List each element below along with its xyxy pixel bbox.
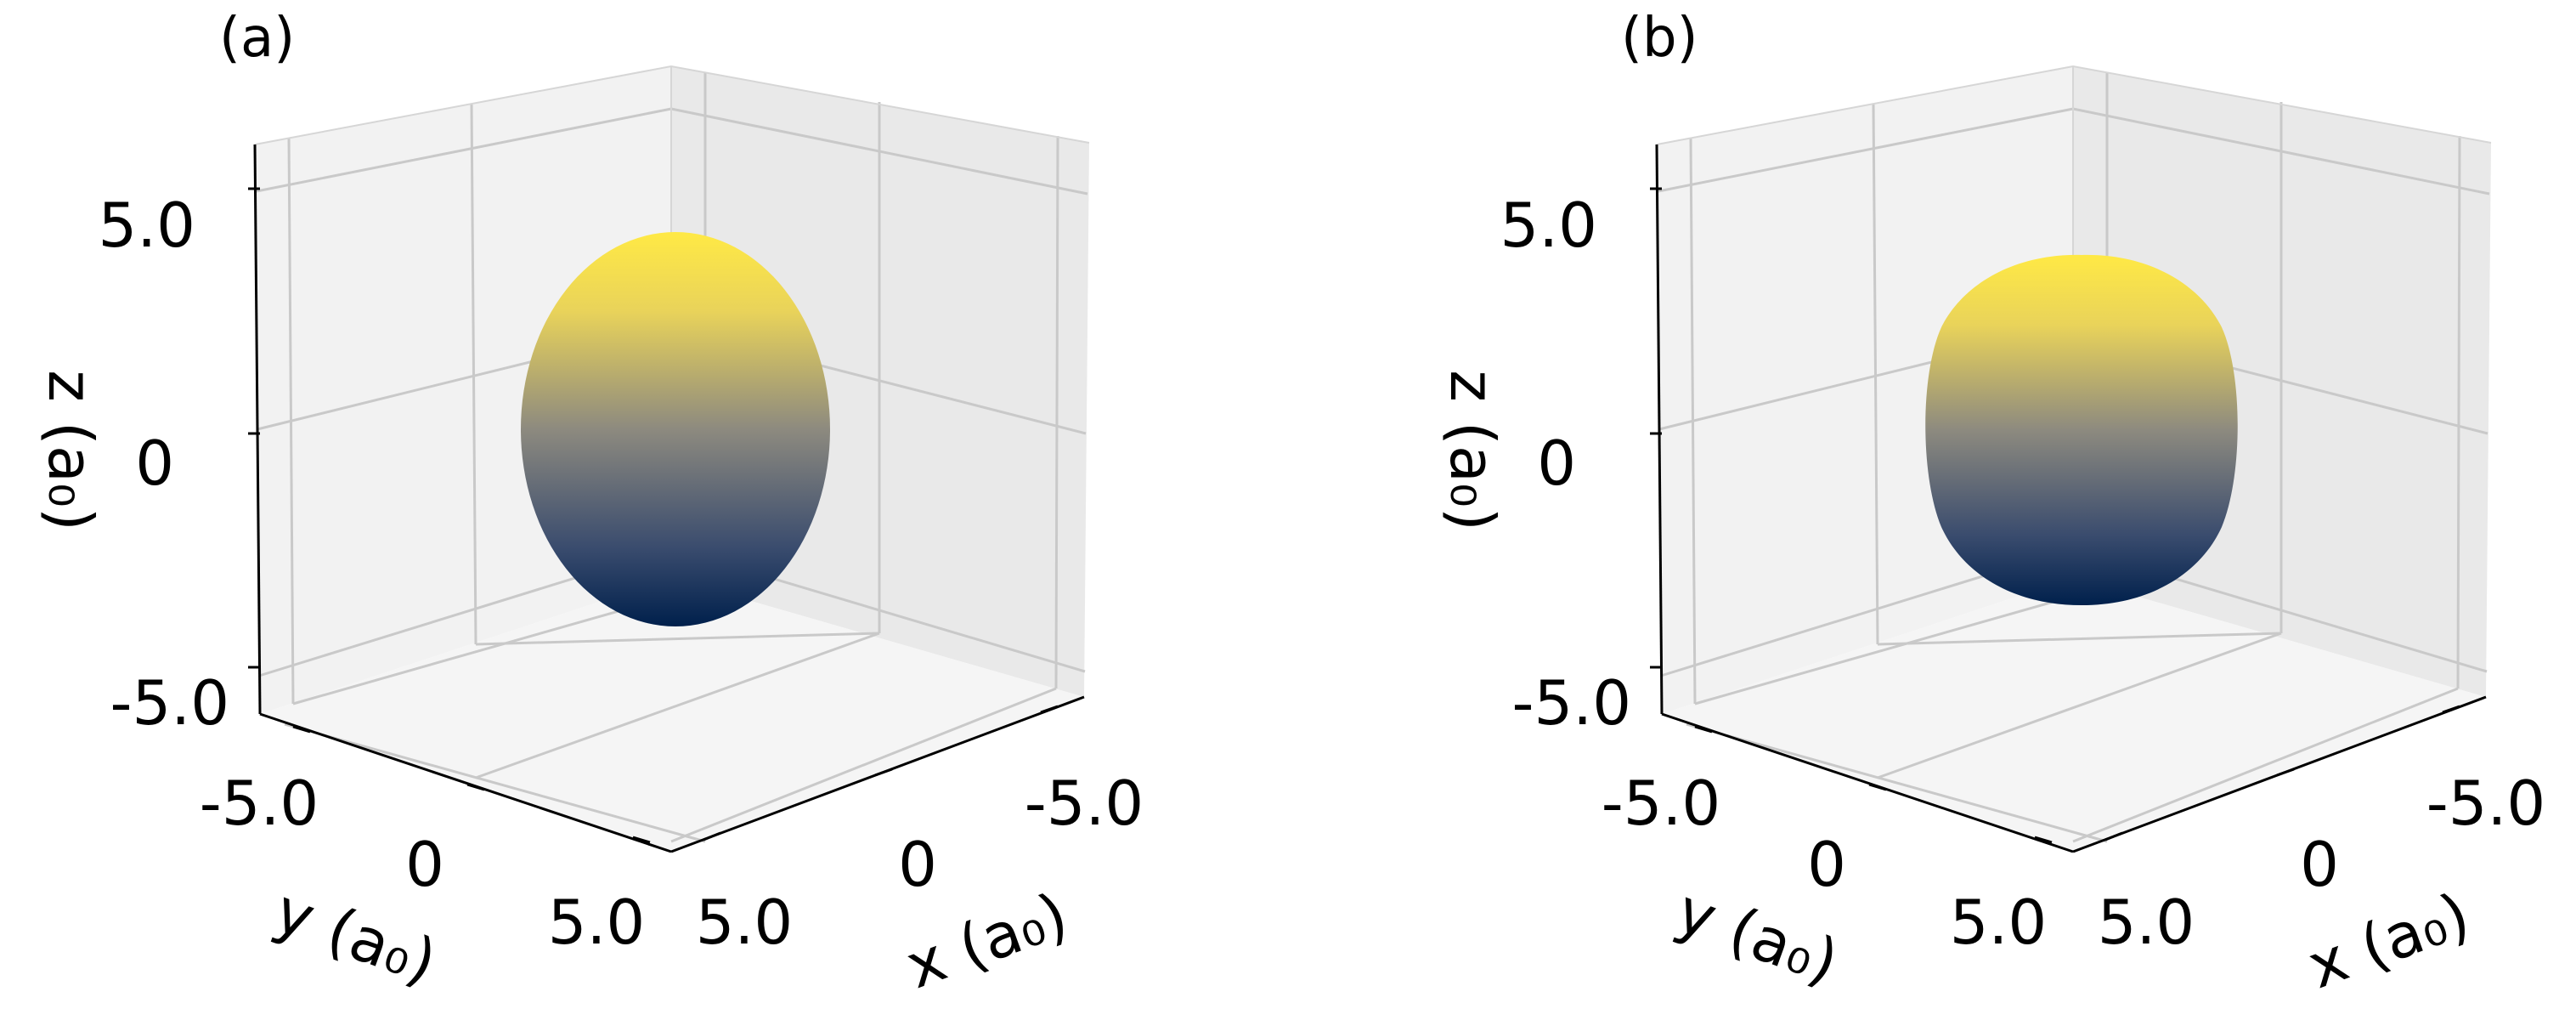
x-tick-label: -5.0 bbox=[2426, 768, 2545, 839]
panel-label: (b) bbox=[1621, 7, 1698, 70]
floor-pane bbox=[1662, 578, 2486, 852]
surface-ellipsoid bbox=[521, 232, 830, 626]
z-axis-label: z (a₀) bbox=[1437, 370, 1508, 531]
z-tick-label: -5.0 bbox=[1512, 667, 1631, 739]
floor-pane bbox=[260, 578, 1084, 852]
z-axis-label: z (a₀) bbox=[35, 370, 106, 531]
x-tick-label: -5.0 bbox=[1025, 768, 1144, 839]
plot-3d: 5.0 0 -5.0 -5.0 0 5.0 5.0 0 -5.0 z (a₀) … bbox=[35, 65, 1144, 1002]
surface-rounded-cuboid bbox=[1925, 254, 2238, 605]
y-tick-label: 0 bbox=[1807, 829, 1846, 900]
plot-3d: 5.0 0 -5.0 -5.0 0 5.0 5.0 0 -5.0 z (a₀) … bbox=[1437, 65, 2545, 1002]
x-tick-label: 0 bbox=[2300, 829, 2339, 900]
panel-a: (a) bbox=[35, 7, 1144, 1002]
x-tick-label: 5.0 bbox=[696, 887, 794, 958]
z-tick-label: 5.0 bbox=[1500, 190, 1597, 261]
y-tick-label: 0 bbox=[405, 829, 444, 900]
y-tick-label: -5.0 bbox=[1602, 768, 1720, 839]
z-tick-label: -5.0 bbox=[110, 667, 229, 739]
panel-label: (a) bbox=[219, 7, 296, 70]
y-tick-label: 5.0 bbox=[1950, 887, 2048, 958]
x-tick-label: 5.0 bbox=[2098, 887, 2195, 958]
x-tick-label: 0 bbox=[898, 829, 937, 900]
axes-lines bbox=[248, 144, 1085, 853]
z-tick-label: 0 bbox=[135, 428, 174, 499]
axes-lines bbox=[1650, 144, 2487, 853]
y-tick-label: -5.0 bbox=[200, 768, 319, 839]
panel-b: (b) bbox=[1402, 0, 2576, 1020]
z-tick-label: 5.0 bbox=[98, 190, 195, 261]
z-tick-label: 0 bbox=[1537, 428, 1576, 499]
y-tick-label: 5.0 bbox=[548, 887, 646, 958]
